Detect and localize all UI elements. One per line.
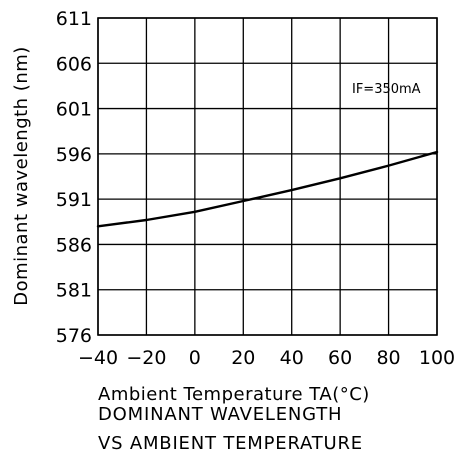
- y-tick-label: 611: [56, 8, 92, 30]
- x-tick-label: 60: [328, 347, 352, 369]
- caption-line-2: VS AMBIENT TEMPERATURE: [98, 433, 363, 454]
- x-tick-label: 0: [189, 347, 201, 369]
- x-axis-title: Ambient Temperature TA(°C): [98, 384, 370, 405]
- series-line: [96, 150, 439, 228]
- y-tick-label: 601: [56, 99, 92, 121]
- grid: [97, 17, 438, 336]
- x-tick-labels: −40 −20 0 20 40 60 80 100: [78, 347, 455, 369]
- x-tick-label: 40: [280, 347, 304, 369]
- y-tick-label: 596: [56, 144, 92, 166]
- y-tick-labels: 576 581 586 591 596 601 606 611: [56, 8, 92, 347]
- condition-annotation: IF=350mA: [352, 82, 421, 97]
- y-tick-label: 606: [56, 53, 92, 75]
- y-tick-label: 586: [56, 234, 92, 256]
- x-tick-label: 20: [231, 347, 255, 369]
- caption-line-1: DOMINANT WAVELENGTH: [98, 404, 343, 425]
- plot-frame: [97, 17, 438, 336]
- x-tick-label: −40: [78, 347, 118, 369]
- series-layer: [96, 150, 439, 228]
- y-tick-label: 581: [56, 280, 92, 302]
- y-tick-label: 591: [56, 189, 92, 211]
- y-axis-title: Dominant wavelength (nm): [11, 46, 32, 306]
- x-tick-label: −20: [126, 347, 166, 369]
- y-tick-label: 576: [56, 325, 92, 347]
- x-tick-label: 80: [376, 347, 400, 369]
- x-tick-label: 100: [419, 347, 455, 369]
